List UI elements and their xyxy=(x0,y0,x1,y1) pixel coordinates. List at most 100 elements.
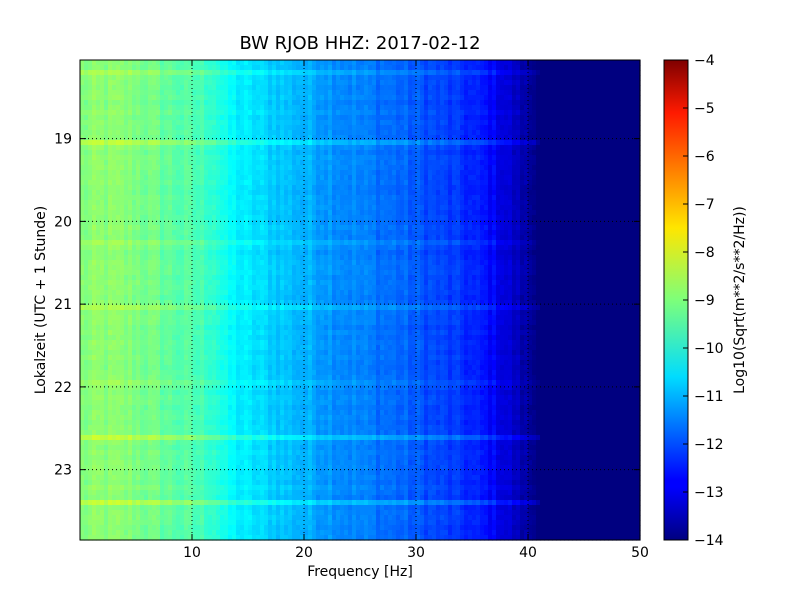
heatmap-cell xyxy=(516,80,521,86)
heatmap-cell xyxy=(408,130,413,136)
heatmap-cell xyxy=(508,225,513,231)
heatmap-cell xyxy=(420,210,425,216)
heatmap-cell xyxy=(556,230,561,236)
heatmap-cell xyxy=(272,100,277,106)
heatmap-cell xyxy=(404,115,409,121)
heatmap-cell xyxy=(236,210,241,216)
heatmap-cell xyxy=(440,180,445,186)
heatmap-cell xyxy=(504,155,509,161)
heatmap-cell xyxy=(532,230,537,236)
heatmap-cell xyxy=(136,90,141,96)
heatmap-cell xyxy=(492,220,497,226)
heatmap-cell xyxy=(480,180,485,186)
heatmap-cell xyxy=(524,180,529,186)
heatmap-cell xyxy=(636,135,641,141)
heatmap-cell xyxy=(496,215,501,221)
heatmap-cell xyxy=(592,115,597,121)
heatmap-cell xyxy=(492,95,497,101)
heatmap-cell xyxy=(372,220,377,226)
heatmap-cell xyxy=(152,155,157,161)
heatmap-cell xyxy=(576,95,581,101)
heatmap-cell xyxy=(468,185,473,191)
heatmap-cell xyxy=(572,155,577,161)
heatmap-cell xyxy=(332,190,337,196)
heatmap-cell xyxy=(600,155,605,161)
heatmap-cell xyxy=(272,170,277,176)
heatmap-cell xyxy=(456,225,461,231)
heatmap-cell xyxy=(480,70,485,76)
heatmap-cell xyxy=(508,140,513,146)
heatmap-cell xyxy=(408,225,413,231)
heatmap-cell xyxy=(200,155,205,161)
heatmap-cell xyxy=(524,90,529,96)
heatmap-cell xyxy=(520,135,525,141)
heatmap-cell xyxy=(152,175,157,181)
heatmap-cell xyxy=(156,185,161,191)
heatmap-cell xyxy=(152,185,157,191)
heatmap-cell xyxy=(192,215,197,221)
heatmap-cell xyxy=(116,205,121,211)
heatmap-cell xyxy=(500,160,505,166)
heatmap-cell xyxy=(304,210,309,216)
heatmap-cell xyxy=(248,210,253,216)
heatmap-cell xyxy=(484,160,489,166)
heatmap-cell xyxy=(312,95,317,101)
heatmap-cell xyxy=(396,70,401,76)
heatmap-cell xyxy=(528,165,533,171)
heatmap-cell xyxy=(284,75,289,81)
heatmap-cell xyxy=(152,190,157,196)
heatmap-cell xyxy=(292,215,297,221)
heatmap-cell xyxy=(424,155,429,161)
heatmap-cell xyxy=(300,210,305,216)
heatmap-cell xyxy=(280,135,285,141)
heatmap-cell xyxy=(144,95,149,101)
heatmap-cell xyxy=(272,230,277,236)
heatmap-cell xyxy=(316,90,321,96)
heatmap-cell xyxy=(280,120,285,126)
heatmap-cell xyxy=(160,110,165,116)
heatmap-cell xyxy=(284,195,289,201)
heatmap-cell xyxy=(80,175,85,181)
heatmap-cell xyxy=(432,60,437,66)
heatmap-cell xyxy=(388,100,393,106)
heatmap-cell xyxy=(624,110,629,116)
heatmap-cell xyxy=(120,235,125,241)
heatmap-cell xyxy=(256,145,261,151)
heatmap-cell xyxy=(480,145,485,151)
heatmap-cell xyxy=(184,140,189,146)
heatmap-cell xyxy=(460,70,465,76)
heatmap-cell xyxy=(220,195,225,201)
heatmap-cell xyxy=(168,65,173,71)
heatmap-cell xyxy=(348,200,353,206)
heatmap-cell xyxy=(456,170,461,176)
heatmap-cell xyxy=(520,175,525,181)
heatmap-cell xyxy=(112,95,117,101)
heatmap-cell xyxy=(404,95,409,101)
heatmap-cell xyxy=(308,195,313,201)
heatmap-cell xyxy=(488,205,493,211)
heatmap-cell xyxy=(440,165,445,171)
heatmap-cell xyxy=(216,130,221,136)
heatmap-cell xyxy=(568,110,573,116)
heatmap-cell xyxy=(284,230,289,236)
heatmap-cell xyxy=(444,195,449,201)
heatmap-cell xyxy=(580,100,585,106)
heatmap-cell xyxy=(488,105,493,111)
heatmap-cell xyxy=(444,150,449,156)
heatmap-cell xyxy=(416,165,421,171)
heatmap-cell xyxy=(340,155,345,161)
heatmap-cell xyxy=(144,180,149,186)
heatmap-cell xyxy=(436,165,441,171)
heatmap-cell xyxy=(524,155,529,161)
heatmap-cell xyxy=(152,150,157,156)
heatmap-cell xyxy=(628,115,633,121)
heatmap-cell xyxy=(372,165,377,171)
heatmap-cell xyxy=(104,235,109,241)
heatmap-cell xyxy=(588,200,593,206)
heatmap-cell xyxy=(264,205,269,211)
heatmap-cell xyxy=(256,155,261,161)
heatmap-cell xyxy=(184,215,189,221)
heatmap-cell xyxy=(88,230,93,236)
heatmap-cell xyxy=(156,145,161,151)
heatmap-cell xyxy=(480,150,485,156)
